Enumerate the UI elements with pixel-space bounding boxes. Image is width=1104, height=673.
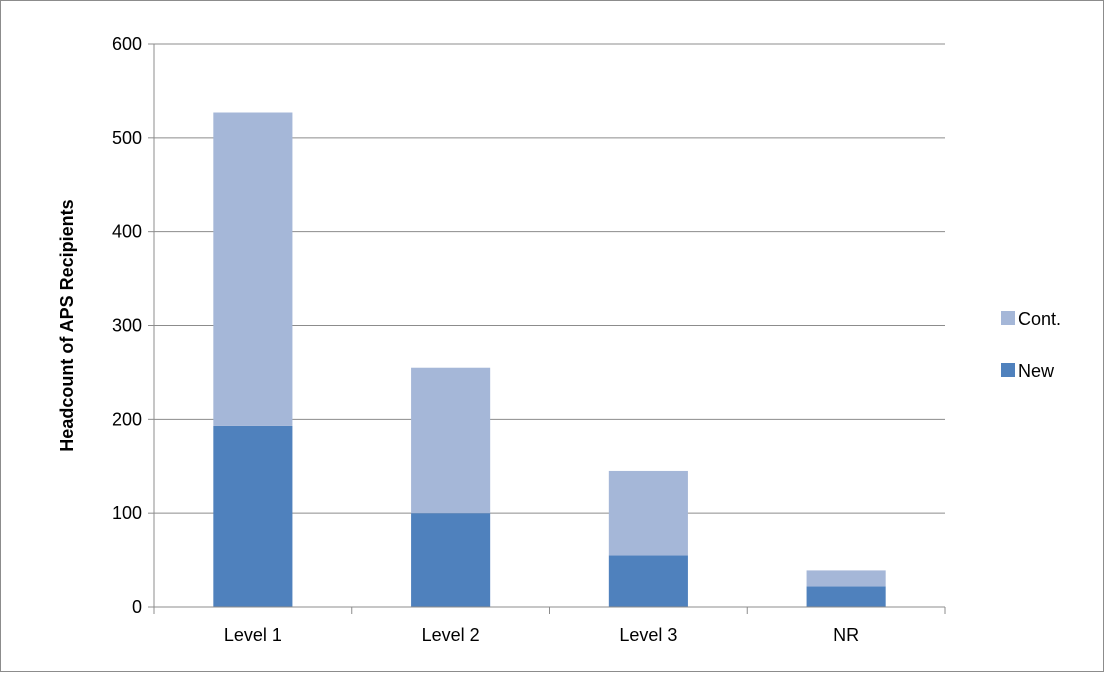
legend-swatch-new [1001,363,1015,377]
y-tick-label: 300 [112,316,142,336]
y-axis-title: Headcount of APS Recipients [57,199,77,451]
x-tick-label: Level 1 [224,625,282,645]
bar-cont-level-3 [608,470,688,556]
bar-new-level-1 [213,425,293,607]
bar-cont-level-2 [411,367,491,514]
y-tick-labels: 0 100 200 300 400 500 600 [112,34,142,617]
y-tick-label: 500 [112,128,142,148]
axes [153,44,945,608]
y-tick-label: 400 [112,222,142,242]
legend-swatch-cont [1001,311,1015,325]
x-tick-label: NR [833,625,859,645]
y-tick-label: 200 [112,409,142,429]
x-tick-label: Level 3 [619,625,677,645]
bars [213,112,886,607]
legend-label-new: New [1018,361,1055,381]
x-tick-labels: Level 1 Level 2 Level 3 NR [224,625,859,645]
legend-label-cont: Cont. [1018,309,1061,329]
bar-new-nr [806,586,886,607]
bar-cont-nr [806,570,886,587]
bar-cont-level-1 [213,112,293,426]
y-tick-label: 100 [112,503,142,523]
y-tick-label: 0 [132,597,142,617]
x-tick-label: Level 2 [422,625,480,645]
y-tick-label: 600 [112,34,142,54]
legend: Cont. New [1001,309,1061,381]
bar-new-level-2 [411,513,491,607]
bar-new-level-3 [608,555,688,607]
